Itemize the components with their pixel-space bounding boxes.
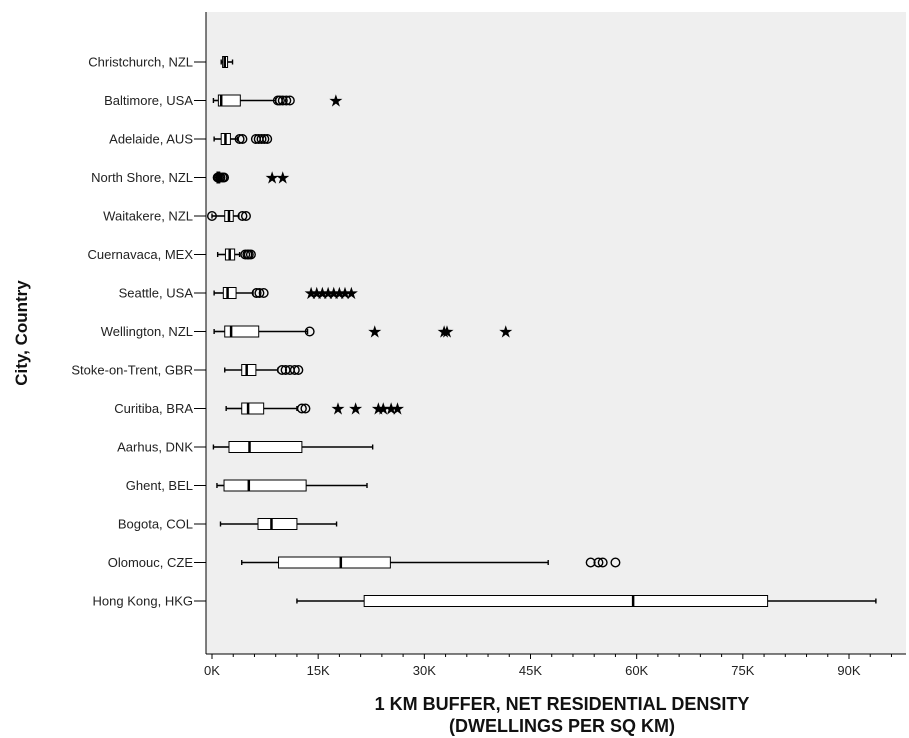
category-label: Baltimore, USA [104,93,193,108]
outlier-circle [304,326,315,337]
outlier-circle [610,557,621,568]
extreme-star: ★ [376,400,391,420]
category-label: North Shore, NZL [91,170,193,185]
extreme-star: ★ [309,284,324,304]
box-iqr [217,94,241,107]
extreme-star: ★ [328,92,343,112]
extreme-star: ★ [275,169,290,189]
extreme-star: ★ [315,284,330,304]
box-iqr [228,441,303,453]
extreme-star: ★ [498,323,513,343]
category-label: Christchurch, NZL [88,55,193,70]
extreme-star: ★ [437,323,452,343]
box-iqr [222,287,237,299]
box-iqr [278,556,391,569]
outlier-circle [277,365,288,376]
box-iqr [241,364,257,376]
category-label: Aarhus, DNK [117,440,193,455]
x-tick-label: 90K [837,663,860,678]
outlier-circle [262,133,273,144]
extreme-star: ★ [303,284,318,304]
extreme-star: ★ [330,400,345,420]
outlier-circle [289,365,300,376]
extreme-star: ★ [320,284,335,304]
category-label: Waitakere, NZL [103,209,193,224]
outlier-circle [585,557,596,568]
outlier-circle [237,133,248,144]
extreme-star: ★ [337,284,352,304]
extreme-star: ★ [332,284,347,304]
outlier-circle [245,249,256,260]
x-axis-title-line2: (DWELLINGS PER SQ KM) [449,716,675,736]
category-label: Cuernavaca, MEX [88,247,194,262]
outlier-points: ★★★★★★★★★★★★ ★★ ★★ ★ ★★★★ [206,92,621,568]
box-iqr [363,595,769,607]
outlier-circle [256,133,267,144]
outlier-circle [234,133,245,144]
category-label: Bogota, COL [118,517,193,532]
extreme-star: ★ [383,400,398,420]
category-label: Adelaide, AUS [109,132,193,147]
outlier-circle [254,288,265,299]
outlier-circle [296,403,307,414]
extreme-star: ★ [265,169,280,189]
outlier-circle [593,557,604,568]
outlier-circle [219,172,230,183]
x-axis-title-line1: 1 KM BUFFER, NET RESIDENTIAL DENSITY [375,694,750,714]
plot-area [206,12,906,654]
outlier-circle [206,210,217,221]
outlier-circle [274,95,285,106]
x-axis-ticks: 0K 15K 30K 45K 60K 75K 90K [204,654,892,678]
outlier-circle [293,365,304,376]
extreme-star: ★ [367,323,382,343]
outlier-circle [597,557,608,568]
extreme-star: ★ [371,400,386,420]
outlier-circle [237,210,248,221]
x-tick-label: 60K [625,663,648,678]
category-label: Stoke-on-Trent, GBR [71,363,193,378]
boxes [211,56,877,607]
outlier-circle [300,403,311,414]
box-iqr [223,479,307,492]
category-label: Seattle, USA [119,286,194,301]
box-iqr [241,402,265,415]
x-tick-label: 0K [204,663,220,678]
box-iqr [257,518,298,530]
outlier-circle [277,95,288,106]
outlier-circle [240,210,251,221]
category-label: Wellington, NZL [101,324,193,339]
extreme-star: ★ [348,400,363,420]
extreme-star: ★ [344,284,359,304]
outlier-circle [281,95,292,106]
outlier-circle [284,95,295,106]
outlier-circle [251,288,262,299]
outlier-circle [258,288,269,299]
category-label: Olomouc, CZE [108,555,194,570]
x-tick-label: 30K [413,663,436,678]
x-tick-label: 45K [519,663,542,678]
x-tick-label: 75K [731,663,754,678]
extreme-star: ★ [390,400,405,420]
y-axis-title: City, Country [12,280,31,386]
category-label: Ghent, BEL [126,478,193,493]
extreme-star: ★ [326,284,341,304]
extreme-star: ★ [439,323,454,343]
category-label: Curitiba, BRA [114,401,193,416]
outlier-circle [259,133,270,144]
x-tick-label: 15K [307,663,330,678]
box-iqr [224,325,260,338]
category-labels: Christchurch, NZL Baltimore, USA Adelaide,… [71,55,206,609]
category-label: Hong Kong, HKG [93,594,193,609]
